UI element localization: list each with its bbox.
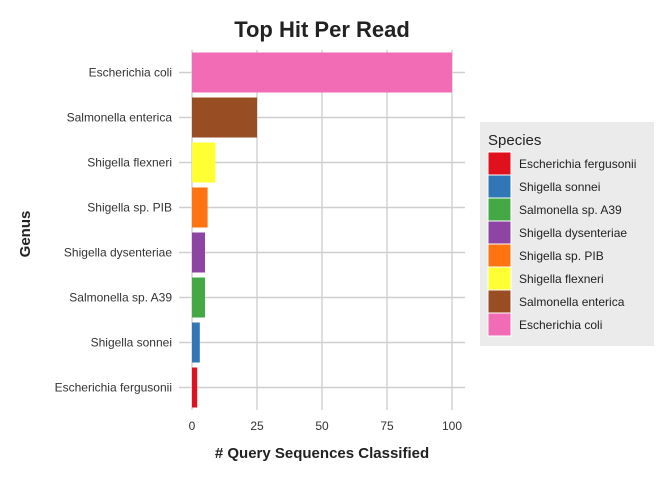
bar bbox=[192, 367, 198, 408]
legend-swatch bbox=[487, 266, 512, 291]
chart-title: Top Hit Per Read bbox=[234, 17, 410, 42]
legend-label: Salmonella sp. A39 bbox=[519, 203, 622, 217]
bar bbox=[192, 187, 208, 228]
legend-title: Species bbox=[488, 132, 541, 149]
y-tick-label: Shigella sp. PIB bbox=[87, 201, 172, 215]
x-tick-label: 75 bbox=[380, 419, 394, 433]
x-tick-labels: 0 25 50 75 100 bbox=[189, 419, 463, 433]
legend-swatch bbox=[487, 174, 512, 199]
y-tick-label: Salmonella sp. A39 bbox=[69, 291, 172, 305]
bar bbox=[192, 322, 200, 363]
legend-swatch bbox=[487, 197, 512, 222]
legend-swatch bbox=[487, 220, 512, 245]
y-axis-title: Genus bbox=[17, 211, 34, 258]
y-tick-label: Shigella dysenteriae bbox=[64, 246, 172, 260]
y-tick-label: Escherichia coli bbox=[89, 66, 172, 80]
bar bbox=[192, 97, 257, 138]
y-tick-label: Salmonella enterica bbox=[67, 111, 173, 125]
legend-label: Escherichia fergusonii bbox=[519, 157, 636, 171]
x-tick-label: 50 bbox=[315, 419, 329, 433]
bars bbox=[192, 52, 452, 408]
bar bbox=[192, 52, 452, 93]
x-axis-title: # Query Sequences Classified bbox=[215, 445, 429, 462]
legend-label: Escherichia coli bbox=[519, 318, 602, 332]
legend-swatch bbox=[487, 151, 512, 176]
legend-label: Salmonella enterica bbox=[519, 295, 625, 309]
bar bbox=[192, 277, 205, 318]
legend-label: Shigella flexneri bbox=[519, 272, 604, 286]
legend: Species Escherichia fergusonii Shigella s… bbox=[480, 122, 654, 346]
y-tick-label: Shigella flexneri bbox=[87, 156, 172, 170]
legend-swatch bbox=[487, 312, 512, 337]
x-tick-label: 100 bbox=[442, 419, 462, 433]
bar bbox=[192, 232, 205, 273]
bar bbox=[192, 142, 216, 183]
x-tick-label: 0 bbox=[189, 419, 196, 433]
y-tick-label: Escherichia fergusonii bbox=[55, 381, 172, 395]
legend-label: Shigella sp. PIB bbox=[519, 249, 604, 263]
x-tick-label: 25 bbox=[250, 419, 264, 433]
y-tick-labels: Escherichia coli Salmonella enterica Shige… bbox=[55, 66, 173, 395]
legend-swatch bbox=[487, 243, 512, 268]
legend-swatch bbox=[487, 289, 512, 314]
y-tick-label: Shigella sonnei bbox=[91, 336, 172, 350]
legend-label: Shigella sonnei bbox=[519, 180, 600, 194]
legend-label: Shigella dysenteriae bbox=[519, 226, 627, 240]
